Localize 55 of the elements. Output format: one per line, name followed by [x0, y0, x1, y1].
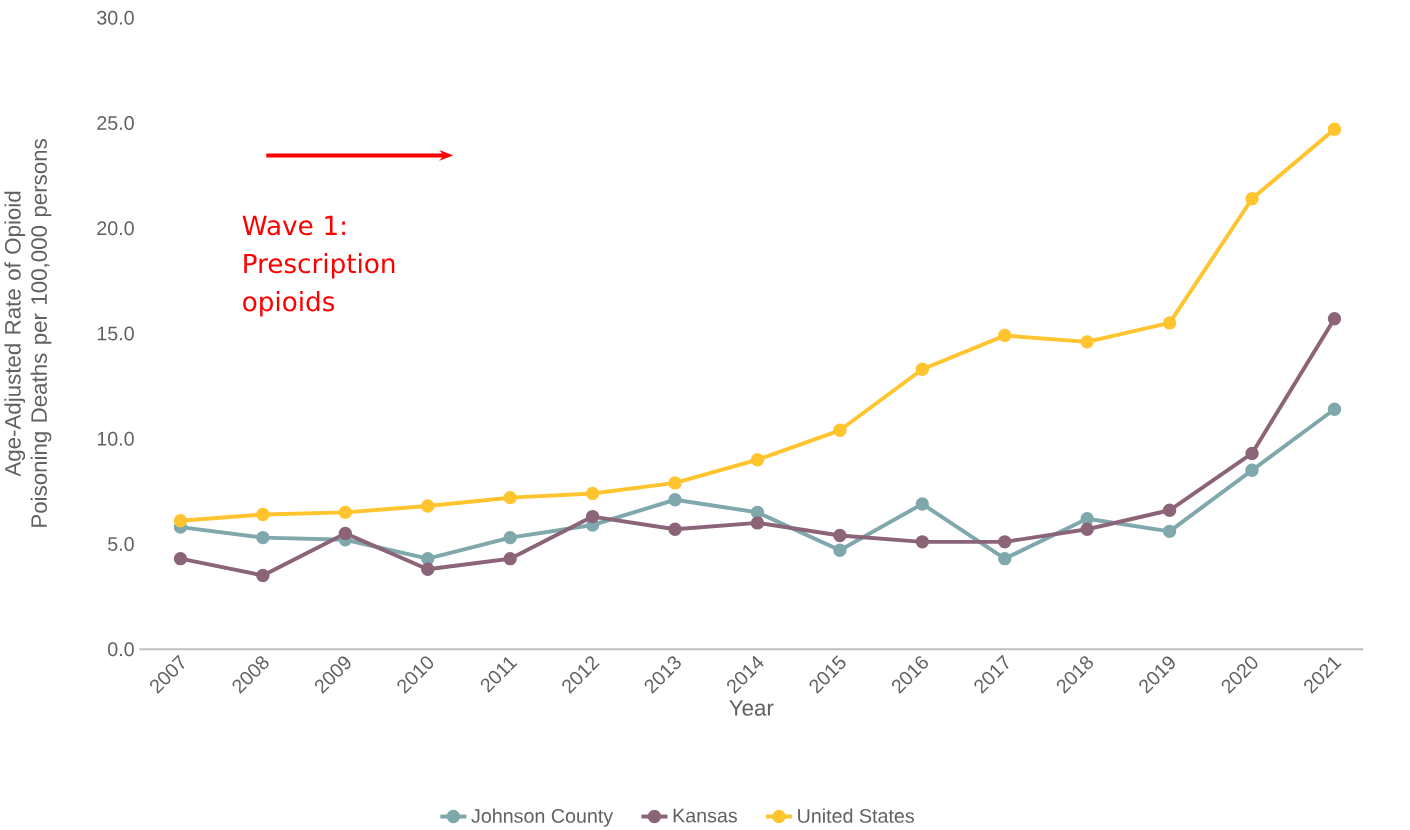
point	[668, 476, 682, 490]
point	[1245, 446, 1259, 461]
point	[1080, 522, 1094, 536]
annotation: Wave 1: Prescription opioids	[242, 215, 395, 317]
point	[338, 505, 353, 519]
point	[1080, 335, 1094, 349]
point	[421, 551, 435, 566]
point	[256, 530, 270, 545]
point	[915, 497, 930, 511]
y-tick-label: 5.0	[108, 536, 134, 551]
y-tick-label: 15.0	[97, 326, 134, 341]
point	[503, 490, 517, 505]
point	[1327, 402, 1342, 416]
point	[1162, 524, 1177, 538]
point	[750, 516, 765, 530]
legend-label: Kansas	[673, 808, 737, 823]
point	[998, 328, 1012, 343]
legend-label: United States	[798, 808, 914, 823]
point	[833, 423, 847, 437]
point	[833, 543, 847, 557]
point	[1327, 311, 1342, 326]
point	[585, 486, 600, 501]
point	[668, 522, 682, 536]
point	[173, 514, 188, 528]
point	[1080, 511, 1094, 526]
y-tick-label: 25.0	[97, 115, 134, 130]
legend-label: Johnson County	[471, 808, 614, 827]
point	[1327, 122, 1342, 136]
point	[750, 452, 765, 467]
point	[585, 509, 600, 524]
y-tick-label: 20.0	[97, 221, 134, 236]
point	[421, 499, 435, 513]
point	[256, 568, 270, 583]
point	[503, 530, 517, 545]
point	[915, 535, 930, 549]
point	[256, 507, 270, 522]
point	[833, 528, 847, 543]
point	[503, 551, 517, 566]
point	[338, 526, 353, 541]
point	[998, 551, 1012, 566]
y-axis-title: Age-Adjusted Rate of Opioid Poisoning Deaths per 100,000 persons	[4, 139, 52, 527]
y-tick-label: 10.0	[97, 431, 134, 446]
y-tick-label: 0.0	[108, 642, 134, 657]
x-axis-title: Year	[729, 700, 774, 716]
point	[750, 505, 765, 519]
point	[1162, 503, 1177, 517]
y-tick-label: 30.0	[97, 10, 134, 25]
point	[1162, 316, 1177, 330]
point	[421, 562, 435, 576]
point	[1245, 463, 1259, 477]
point	[173, 551, 188, 566]
point	[915, 362, 930, 376]
point	[668, 492, 682, 507]
point	[998, 535, 1012, 549]
point	[1245, 191, 1259, 206]
